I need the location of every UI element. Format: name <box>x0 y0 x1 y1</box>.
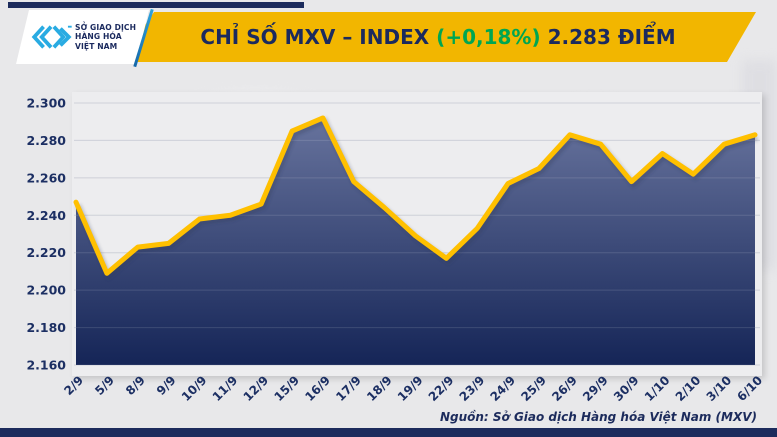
x-axis-label: 8/9 <box>123 373 148 398</box>
title-main: CHỈ SỐ MXV – INDEX <box>200 25 430 49</box>
y-axis-label: 2.200 <box>26 283 66 298</box>
y-axis-label: 2.260 <box>26 170 66 185</box>
index-line <box>73 115 758 276</box>
mxv-chevrons-icon <box>31 25 72 49</box>
mxv-logo: SỞ GIAO DỊCH HÀNG HÓA VIỆT NAM <box>16 10 149 64</box>
x-axis-label: 3/10 <box>704 373 735 404</box>
x-axis-label: 30/9 <box>611 373 642 404</box>
bottom-accent-bar <box>0 428 777 437</box>
x-axis-label: 2/9 <box>61 373 86 398</box>
x-axis-label: 2/10 <box>673 373 704 404</box>
y-axis-label: 2.240 <box>26 208 66 223</box>
x-axis-label: 29/9 <box>580 373 611 404</box>
x-axis-label: 19/9 <box>395 373 426 404</box>
logo-line-1: SỞ GIAO DỊCH <box>75 23 137 33</box>
x-axis-label: 18/9 <box>364 373 395 404</box>
x-axis-label: 6/10 <box>734 373 765 404</box>
source-caption: Nguồn: Sở Giao dịch Hàng hóa Việt Nam (M… <box>439 410 757 424</box>
x-axis-label: 11/9 <box>210 373 241 404</box>
x-axis-label: 10/9 <box>179 373 210 404</box>
y-axis-label: 2.300 <box>26 96 66 111</box>
y-axis-label: 2.220 <box>26 245 66 260</box>
x-axis-label: 22/9 <box>426 373 457 404</box>
logo-line-2: HÀNG HÓA <box>75 32 122 42</box>
y-axis-label: 2.160 <box>26 358 66 373</box>
title-points: 2.283 ĐIỂM <box>547 25 676 49</box>
title-change-percent: (+0,18%) <box>436 25 541 49</box>
top-accent-bar <box>8 2 304 8</box>
x-axis-label: 24/9 <box>487 373 518 404</box>
y-axis-label: 2.180 <box>26 320 66 335</box>
title-banner: CHỈ SỐ MXV – INDEX (+0,18%) 2.283 ĐIỂM <box>120 12 756 62</box>
logo-line-3: VIỆT NAM <box>75 41 118 51</box>
x-axis-label: 1/10 <box>642 373 673 404</box>
x-axis-label: 5/9 <box>92 373 117 398</box>
x-axis-label: 12/9 <box>241 373 272 404</box>
x-axis-label: 25/9 <box>518 373 549 404</box>
x-axis-label: 17/9 <box>333 373 364 404</box>
index-area <box>76 117 755 365</box>
y-axis-label: 2.280 <box>26 133 66 148</box>
x-axis-label: 26/9 <box>549 373 580 404</box>
logo-text: SỞ GIAO DỊCH HÀNG HÓA VIỆT NAM <box>75 23 136 50</box>
x-axis-label: 23/9 <box>457 373 488 404</box>
x-axis-label: 9/9 <box>154 373 179 398</box>
chart-title: CHỈ SỐ MXV – INDEX (+0,18%) 2.283 ĐIỂM <box>200 25 675 49</box>
x-axis-label: 15/9 <box>271 373 302 404</box>
x-axis-label: 16/9 <box>302 373 333 404</box>
